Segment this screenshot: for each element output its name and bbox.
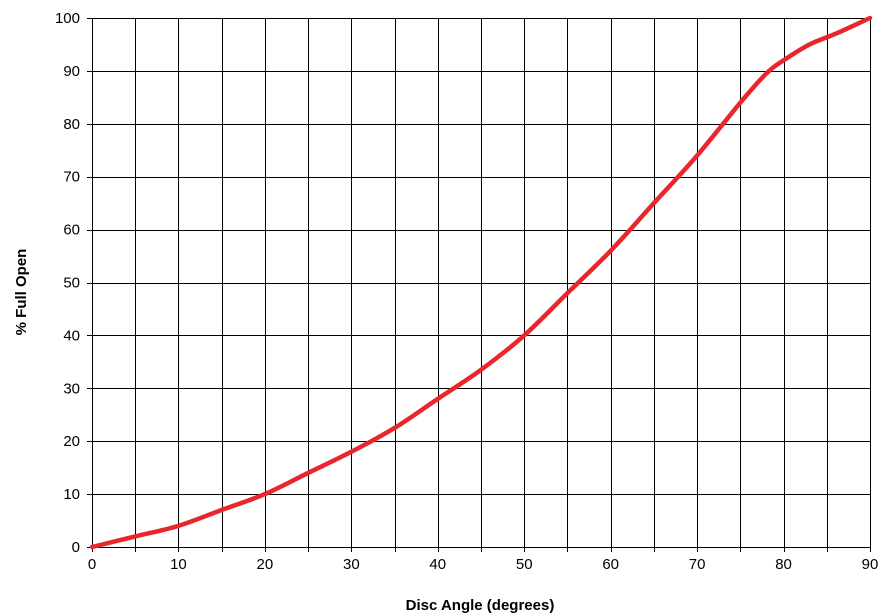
x-tick-label: 10	[170, 556, 187, 573]
y-axis-title: % Full Open	[13, 249, 30, 336]
x-axis-ticks: 0 10 20 30 40 50 60 70 80 90	[88, 556, 879, 573]
y-tick-label: 30	[63, 380, 80, 397]
y-tick-label: 40	[63, 327, 80, 344]
y-tick-label: 20	[63, 433, 80, 450]
y-tick-label: 70	[63, 169, 80, 186]
y-tick-label: 80	[63, 116, 80, 133]
y-axis-ticks: 0 10 20 30 40 50 60 70 80 90 100	[55, 10, 80, 556]
x-tick-label: 20	[257, 556, 274, 573]
x-tick-label: 60	[602, 556, 619, 573]
grid	[87, 18, 871, 552]
x-tick-label: 70	[689, 556, 706, 573]
series-line	[89, 15, 873, 550]
x-axis-title: Disc Angle (degrees)	[406, 597, 555, 614]
x-tick-label: 50	[516, 556, 533, 573]
y-tick-label: 10	[63, 486, 80, 503]
y-tick-label: 100	[55, 10, 80, 27]
series-layer	[89, 15, 873, 550]
x-tick-label: 40	[429, 556, 446, 573]
x-tick-label: 0	[88, 556, 96, 573]
x-tick-label: 90	[862, 556, 879, 573]
x-tick-label: 30	[343, 556, 360, 573]
y-tick-label: 0	[72, 539, 80, 556]
x-tick-label: 80	[775, 556, 792, 573]
y-tick-label: 50	[63, 275, 80, 292]
y-tick-label: 90	[63, 63, 80, 80]
y-tick-label: 60	[63, 222, 80, 239]
